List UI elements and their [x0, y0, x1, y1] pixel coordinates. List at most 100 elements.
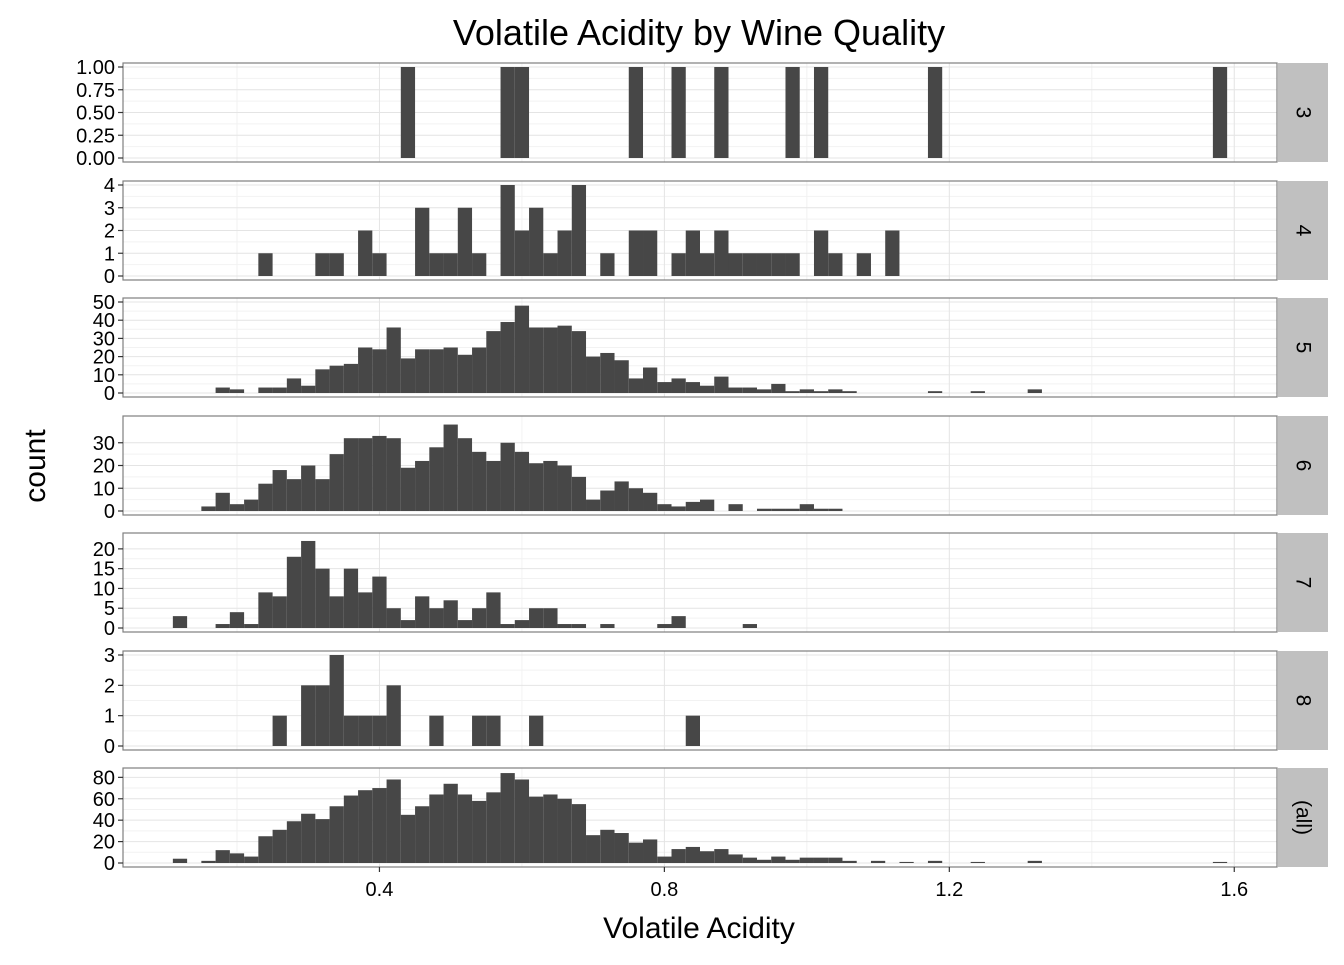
histogram-bar [842, 860, 857, 863]
y-tick-label: 20 [93, 539, 115, 561]
facet-panel-5: 0 1 2 3 8 [104, 645, 1328, 758]
histogram-bar [529, 715, 544, 746]
y-tick-label: 40 [93, 810, 115, 832]
histogram-bar [329, 806, 344, 863]
histogram-bar [315, 568, 330, 628]
y-tick-label: 0.75 [76, 80, 115, 102]
histogram-bar [571, 331, 587, 393]
panel-border [122, 297, 1278, 398]
histogram-bar [842, 391, 857, 393]
histogram-bar [500, 322, 515, 393]
histogram-bar [486, 792, 501, 863]
histogram-bar [358, 230, 373, 276]
y-tick-label: 0.00 [76, 148, 115, 170]
histogram-bar [529, 207, 544, 276]
histogram-bar [400, 358, 416, 393]
histogram-bar [700, 253, 715, 276]
histogram-bar [315, 369, 330, 393]
histogram-bar [742, 253, 757, 276]
histogram-bar [500, 442, 515, 511]
histogram-bar [201, 860, 216, 863]
histogram-bar [586, 499, 601, 512]
histogram-bar [258, 483, 273, 511]
histogram-bar [415, 806, 430, 863]
y-tick-label: 0 [104, 853, 115, 875]
facet-strip-label: 7 [1292, 577, 1315, 589]
histogram-bar [927, 67, 943, 158]
histogram-bar [286, 821, 302, 863]
histogram-bar [600, 352, 615, 393]
histogram-bar [429, 349, 444, 393]
y-tick-label: 5 [104, 598, 115, 620]
histogram-bar [742, 857, 757, 863]
histogram-bar [358, 347, 373, 393]
histogram-bar [600, 829, 615, 863]
y-tick-label: 0 [104, 383, 115, 405]
histogram-bar [671, 253, 686, 276]
facet-strip-label: 3 [1292, 107, 1315, 119]
y-tick-label: 10 [93, 365, 115, 387]
histogram-bar [600, 624, 615, 628]
histogram-bar [756, 253, 772, 276]
histogram-bar [628, 488, 644, 511]
facet-panel-0: 0.000.250.500.751.00 3 [76, 57, 1328, 170]
histogram-bar [685, 230, 700, 276]
histogram-bar [785, 67, 800, 158]
histogram-bar [472, 608, 487, 628]
y-tick-label: 20 [93, 456, 115, 478]
histogram-bar [828, 389, 843, 393]
histogram-bar [400, 467, 416, 511]
histogram-bar [728, 387, 743, 393]
y-tick-label: 1 [104, 706, 115, 728]
histogram-bar [229, 853, 245, 863]
histogram-bar [828, 857, 843, 863]
histogram-bar [586, 835, 601, 863]
histogram-bar [500, 67, 515, 158]
histogram-bar [856, 253, 871, 276]
panel-border [122, 532, 1278, 633]
histogram-bar [472, 253, 487, 276]
histogram-bar [714, 230, 729, 276]
histogram-bar [628, 230, 644, 276]
histogram-bar [272, 387, 287, 393]
facet-panels: 0.000.250.500.751.0030123440102030405050… [76, 57, 1328, 875]
y-tick-label: 0 [104, 618, 115, 640]
histogram-bar [700, 851, 715, 863]
histogram-bar [671, 67, 686, 158]
histogram-bar [358, 592, 373, 628]
y-tick-label: 15 [93, 559, 115, 581]
facet-strip [1278, 181, 1328, 280]
histogram-bar [429, 253, 444, 276]
histogram-bar [386, 685, 401, 746]
facet-strip [1278, 416, 1328, 515]
histogram-bar [215, 850, 230, 863]
histogram-bar [1212, 861, 1228, 863]
histogram-bar [272, 715, 287, 746]
histogram-bar [571, 624, 587, 628]
histogram-bar [315, 685, 330, 746]
histogram-bar [514, 779, 530, 863]
x-tick-label: 0.8 [650, 879, 678, 901]
histogram-bar [415, 207, 430, 276]
histogram-bar [771, 508, 786, 511]
histogram-bar [272, 470, 287, 511]
histogram-bar [557, 230, 572, 276]
histogram-bar [386, 327, 401, 393]
histogram-bar [685, 846, 700, 863]
histogram-bar [329, 655, 344, 746]
histogram-bar [258, 387, 273, 393]
histogram-bar [571, 804, 587, 863]
histogram-bar [728, 504, 743, 511]
histogram-bar [343, 715, 359, 746]
histogram-bar [400, 67, 416, 158]
histogram-bar [301, 465, 316, 511]
panel-border [122, 650, 1278, 751]
histogram-bar [671, 616, 686, 628]
histogram-bar [457, 794, 473, 863]
facet-strip-label: 8 [1292, 695, 1315, 707]
histogram-bar [657, 382, 672, 393]
histogram-bar [244, 624, 259, 628]
x-tick-label: 0.4 [366, 879, 394, 901]
histogram-bar [415, 349, 430, 393]
